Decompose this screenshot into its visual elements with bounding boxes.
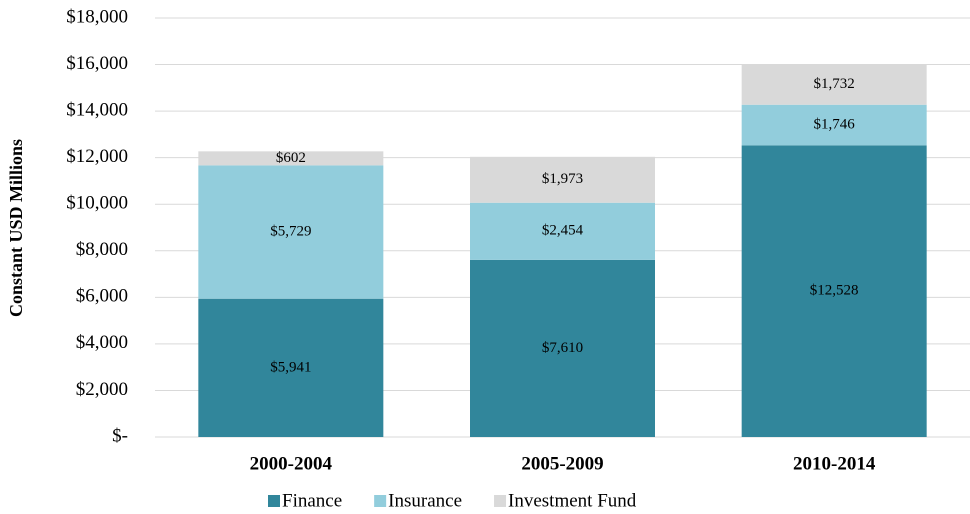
bar-segment bbox=[470, 259, 655, 437]
data-label: $5,941 bbox=[270, 359, 311, 375]
data-label: $602 bbox=[276, 150, 306, 166]
y-tick-label: $4,000 bbox=[76, 332, 128, 353]
bar-segment bbox=[198, 298, 384, 437]
x-tick-label: 2005-2009 bbox=[521, 453, 603, 474]
legend-swatch bbox=[374, 495, 387, 507]
bar-segment bbox=[741, 64, 927, 105]
y-tick-label: $8,000 bbox=[76, 239, 128, 260]
y-tick-label: $- bbox=[112, 425, 128, 446]
legend-label: Insurance bbox=[388, 490, 462, 511]
data-label: $12,528 bbox=[810, 283, 859, 299]
data-label: $2,454 bbox=[542, 223, 584, 239]
legend-swatch bbox=[268, 495, 280, 507]
y-tick-label: $2,000 bbox=[76, 379, 128, 400]
y-axis-label: Constant USD Millions bbox=[6, 139, 26, 317]
bar-segment bbox=[470, 202, 655, 260]
bar-segment bbox=[470, 156, 655, 203]
bar-segment bbox=[741, 145, 927, 437]
y-tick-label: $6,000 bbox=[76, 286, 128, 307]
data-label: $7,610 bbox=[542, 340, 583, 356]
data-label: $1,732 bbox=[814, 76, 855, 92]
data-label: $5,729 bbox=[270, 223, 311, 239]
x-tick-label: 2010-2014 bbox=[793, 453, 876, 474]
y-tick-label: $10,000 bbox=[66, 193, 128, 214]
bar-segment bbox=[198, 165, 384, 299]
y-tick-label: $18,000 bbox=[66, 6, 128, 27]
bar-segment bbox=[741, 104, 927, 146]
data-label: $1,746 bbox=[814, 116, 856, 132]
legend-swatch bbox=[494, 495, 507, 507]
bar-segment bbox=[198, 151, 384, 166]
legend-label: Finance bbox=[282, 490, 342, 511]
legend-label: Investment Fund bbox=[508, 490, 637, 511]
y-tick-label: $14,000 bbox=[66, 99, 128, 120]
y-tick-label: $16,000 bbox=[66, 53, 128, 74]
y-tick-label: $12,000 bbox=[66, 146, 128, 167]
x-tick-label: 2000-2004 bbox=[250, 453, 333, 474]
data-label: $1,973 bbox=[542, 171, 583, 187]
